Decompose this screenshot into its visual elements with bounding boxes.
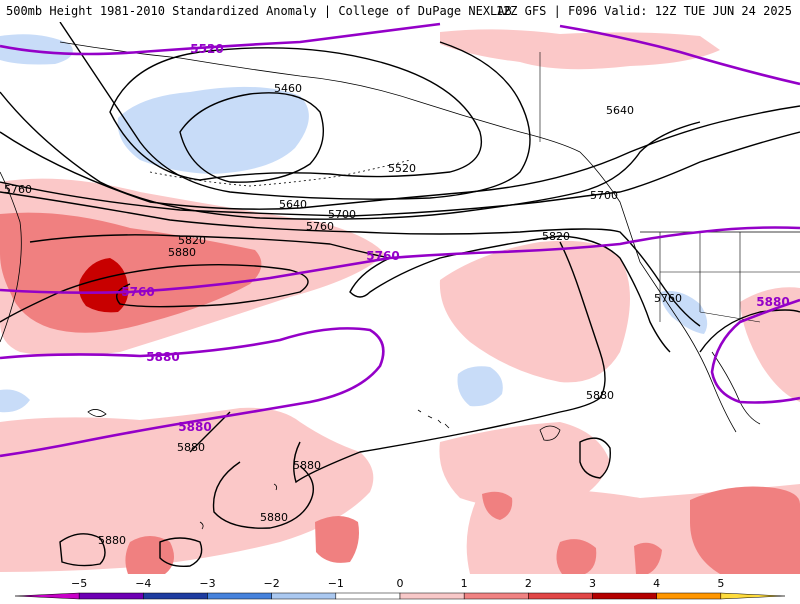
colorbar-tick-label: −3 <box>199 577 215 590</box>
contour-label: 5760 <box>654 292 682 305</box>
contour-5520-inner <box>109 47 482 181</box>
contour-5700 <box>0 131 800 217</box>
contour-label: 5880 <box>178 420 211 434</box>
colorbar-tick-label: 4 <box>653 577 660 590</box>
state-borders <box>659 232 800 323</box>
contour-label: 5760 <box>306 220 334 233</box>
contour-label: 5700 <box>590 189 618 202</box>
colorbar-tick-label: 3 <box>589 577 596 590</box>
contour-mexico <box>699 309 800 353</box>
pacific-islands <box>87 409 561 530</box>
colorbar-segment <box>78 592 144 600</box>
positive-anomaly-area-strong <box>690 486 800 574</box>
anomaly-map: 5520546055205640576056405700576058205880… <box>0 22 800 574</box>
highlight-contours <box>0 22 800 458</box>
highlight-5520 <box>0 22 800 86</box>
colorbar-tick-label: −4 <box>135 577 151 590</box>
colorbar-segment <box>335 592 401 600</box>
colorbar-tick-label: 0 <box>397 577 404 590</box>
highlight-5880-east <box>710 298 800 404</box>
contour-label: 5820 <box>542 230 570 243</box>
colorbar-segment <box>528 592 593 600</box>
contour-label: 5700 <box>328 208 356 221</box>
positive-anomaly-area-strong <box>634 542 662 574</box>
hawaii-islands <box>417 409 450 429</box>
colorbar-segment <box>399 592 465 600</box>
colorbar-tick-label: −2 <box>264 577 280 590</box>
colorbar-segment <box>592 592 657 600</box>
colorbar-segment <box>207 592 272 600</box>
contour-5880-southwest <box>59 533 106 567</box>
contour-5640 <box>0 105 800 210</box>
colorbar-tick-label: 1 <box>461 577 468 590</box>
colorbar-svg: −5 −4 −3 −2 −1 0 1 2 3 4 5 <box>14 577 786 600</box>
colorbar-arrow-right <box>720 592 786 600</box>
positive-anomaly-area <box>440 29 720 70</box>
contour-label: 5880 <box>168 246 196 259</box>
highlight-5880-north <box>0 327 385 458</box>
contour-5760 <box>0 191 701 327</box>
negative-anomaly-area <box>0 389 30 413</box>
contour-label: 5520 <box>388 162 416 175</box>
alaska-coastline <box>59 41 581 153</box>
positive-anomaly-area-strong <box>315 516 359 563</box>
siberia-coastline <box>0 171 22 343</box>
contour-label: 5880 <box>98 534 126 547</box>
contour-label: 5760 <box>121 285 154 299</box>
contour-5880-se <box>579 437 611 479</box>
positive-anomaly-area-strong <box>482 491 513 520</box>
positive-anomaly-area <box>439 240 630 383</box>
positive-anomaly-area <box>0 407 374 572</box>
contour-label: 5880 <box>177 441 205 454</box>
colorbar-segment <box>271 592 337 600</box>
negative-anomaly-area <box>0 34 73 65</box>
model-run-label: 12Z GFS | F096 Valid: 12Z TUE JUN 24 202… <box>495 4 792 18</box>
map-title: 500mb Height 1981-2010 Standardized Anom… <box>6 4 512 18</box>
contour-label: 5880 <box>146 350 179 364</box>
contour-5880-sw-2 <box>159 537 203 568</box>
contour-5880-south <box>212 461 314 529</box>
colorbar-tick-label: −1 <box>328 577 344 590</box>
contour-label: 5520 <box>190 42 223 56</box>
anomaly-shading <box>0 29 800 574</box>
colorbar-tick-label: 5 <box>717 577 724 590</box>
contour-outer-1 <box>59 22 531 200</box>
colorbar-arrow-left <box>14 592 80 600</box>
colorbar: −5 −4 −3 −2 −1 0 1 2 3 4 5 <box>0 574 800 600</box>
contour-5460 <box>179 92 324 183</box>
positive-anomaly-area-strong <box>125 536 174 574</box>
contour-label: 5640 <box>279 198 307 211</box>
contour-label: 5640 <box>606 104 634 117</box>
positive-anomaly-area-strong <box>556 539 597 574</box>
contour-outer-2 <box>0 91 701 220</box>
contour-label: 5880 <box>586 389 614 402</box>
colorbar-segment <box>143 592 208 600</box>
negative-anomaly-area <box>117 86 309 174</box>
colorbar-segment <box>463 592 529 600</box>
colorbar-tick-label: −5 <box>71 577 87 590</box>
contour-label: 5880 <box>756 295 789 309</box>
contour-label: 5820 <box>178 234 206 247</box>
contour-5880-west <box>0 263 309 323</box>
height-contours <box>0 22 800 568</box>
map-header: 500mb Height 1981-2010 Standardized Anom… <box>0 0 800 22</box>
contour-label: 5880 <box>260 511 288 524</box>
negative-anomaly-area <box>457 366 503 407</box>
contour-label: 5760 <box>366 249 399 263</box>
highlight-5760 <box>0 226 800 294</box>
colorbar-segment <box>656 592 722 600</box>
colorbar-tick-label: 2 <box>525 577 532 590</box>
contour-labels: 5520546055205640576056405700576058205880… <box>4 42 790 547</box>
contour-label: 5460 <box>274 82 302 95</box>
positive-anomaly-core <box>78 258 129 313</box>
contour-label: 5880 <box>293 459 321 472</box>
contour-5820 <box>29 234 671 353</box>
contour-label: 5760 <box>4 183 32 196</box>
positive-anomaly-area <box>439 422 610 509</box>
